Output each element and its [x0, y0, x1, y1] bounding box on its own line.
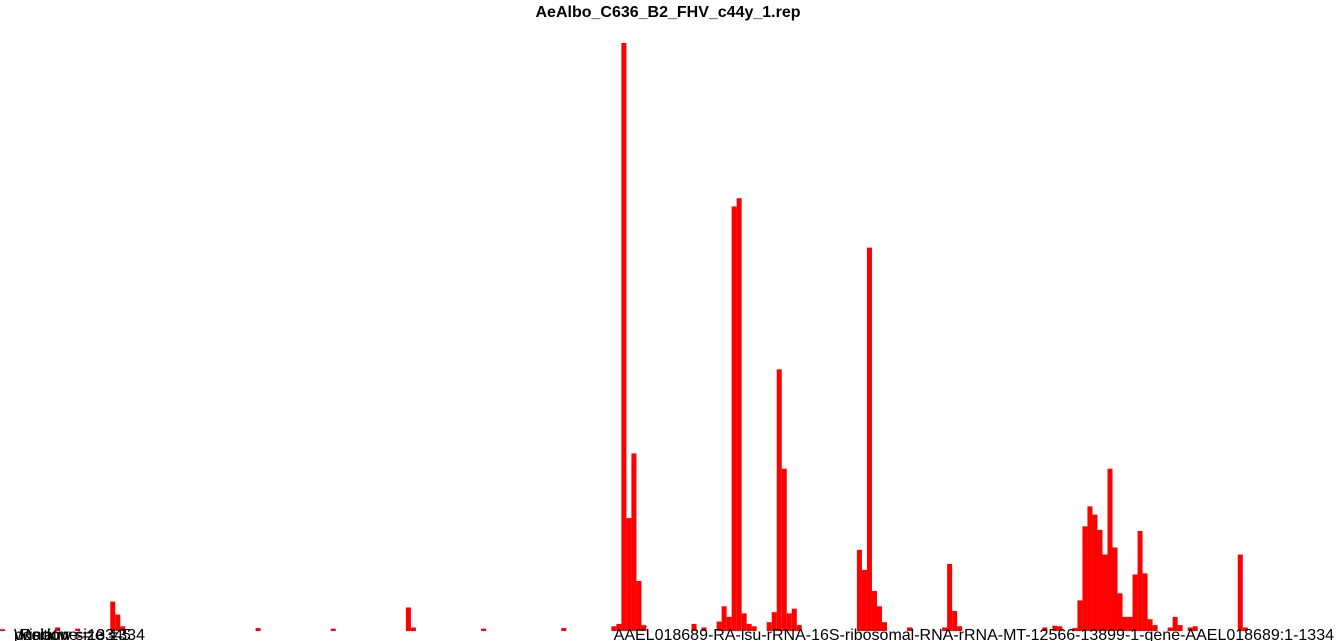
bar-18 [641, 625, 647, 631]
bar-55 [1097, 529, 1103, 631]
bar-71 [1192, 626, 1198, 631]
bar-44 [947, 563, 953, 631]
bar-49 [1057, 626, 1063, 631]
bar-4 [115, 614, 121, 631]
bar-27 [746, 623, 752, 631]
footer-relative: Relative = 0.1334 [20, 627, 145, 641]
bar-8 [405, 607, 411, 631]
bar-17 [636, 581, 642, 631]
bar-series [0, 43, 1248, 632]
bar-33 [786, 613, 792, 631]
bar-67 [1167, 627, 1173, 631]
bar-30 [771, 612, 777, 631]
bar-45 [952, 611, 958, 631]
bar-5 [120, 626, 126, 631]
bar-56 [1102, 554, 1108, 631]
bar-32 [781, 468, 787, 631]
bar-62 [1132, 574, 1138, 631]
bar-26 [741, 613, 747, 631]
bar-65 [1147, 619, 1153, 631]
bar-37 [861, 569, 867, 631]
bar-25 [736, 198, 742, 632]
bar-10 [481, 628, 487, 631]
bar-59 [1117, 593, 1123, 631]
footer-labels: Window size = 5 position = 1334 Relative… [14, 627, 1334, 641]
bar-21 [716, 621, 722, 631]
bar-6 [255, 628, 261, 631]
bar-50 [1072, 628, 1078, 631]
bar-14 [621, 43, 627, 631]
bar-63 [1137, 531, 1143, 631]
footer-reference-name: AAEL018689-RA-lsu-rRNA-16S-ribosomal-RNA… [614, 627, 1334, 641]
bar-51 [1077, 600, 1083, 631]
bar-52 [1082, 526, 1088, 631]
bar-40 [876, 606, 882, 631]
bar-72 [1237, 554, 1243, 631]
bar-23 [726, 616, 732, 631]
bar-20 [701, 627, 707, 631]
bar-53 [1087, 506, 1093, 631]
bar-22 [721, 606, 727, 631]
footer-window-size: Window size = 5 [14, 627, 131, 641]
bar-41 [881, 622, 887, 631]
bar-68 [1172, 616, 1178, 631]
bar-48 [1052, 625, 1058, 631]
bar-1 [55, 627, 61, 631]
bar-64 [1142, 573, 1148, 631]
footer-position: position = 1334 [14, 627, 123, 641]
bar-54 [1092, 514, 1098, 631]
bar-69 [1177, 625, 1183, 631]
bar-70 [1187, 627, 1193, 631]
bar-3 [110, 601, 116, 631]
bar-15 [626, 518, 632, 631]
bar-35 [796, 625, 802, 631]
bar-2 [75, 628, 81, 631]
bar-7 [330, 628, 336, 631]
bar-61 [1127, 616, 1133, 631]
bar-9 [410, 627, 416, 631]
bar-13 [616, 623, 622, 631]
bar-57 [1107, 468, 1113, 631]
bar-12 [611, 626, 617, 631]
bar-60 [1122, 616, 1128, 631]
bar-73 [1242, 627, 1248, 631]
bar-0 [0, 629, 6, 631]
bar-43 [942, 627, 948, 631]
bar-46 [957, 626, 963, 631]
bar-47 [1042, 627, 1048, 631]
bar-29 [766, 622, 772, 631]
bar-38 [866, 247, 872, 631]
bar-34 [791, 608, 797, 631]
bar-28 [751, 626, 757, 631]
bar-36 [856, 549, 862, 631]
bar-42 [907, 627, 913, 631]
bar-24 [731, 206, 737, 631]
bar-19 [691, 623, 697, 631]
bar-39 [871, 591, 877, 631]
bar-66 [1152, 625, 1158, 631]
chart-title: AeAlbo_C636_B2_FHV_c44y_1.rep [535, 4, 800, 21]
bar-11 [561, 628, 567, 631]
bar-58 [1112, 547, 1118, 631]
bar-31 [776, 369, 782, 631]
bar-16 [631, 453, 637, 631]
